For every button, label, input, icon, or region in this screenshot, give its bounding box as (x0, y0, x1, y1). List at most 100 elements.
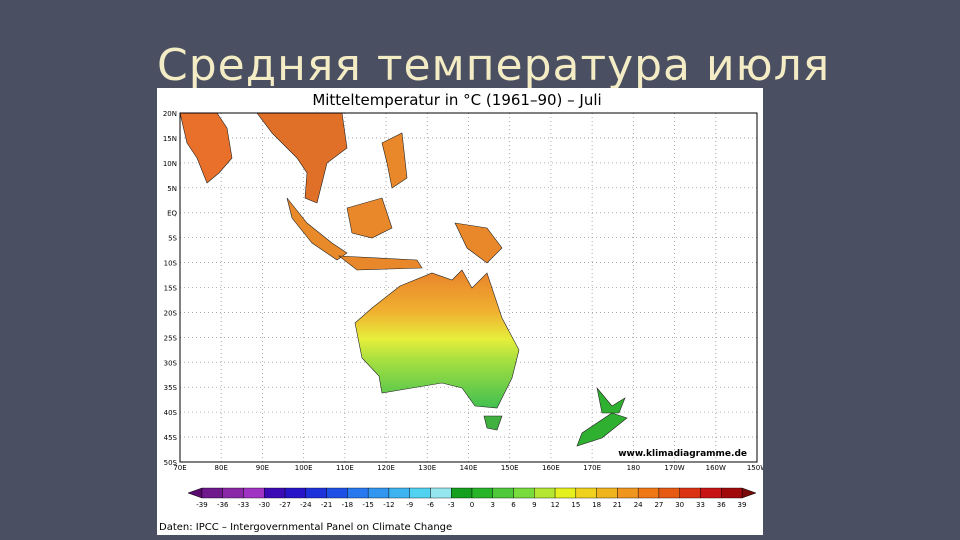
legend-label: 9 (532, 501, 536, 509)
map-panel: Mitteltemperatur in °C (1961–90) – Juli … (157, 88, 763, 535)
legend-label: 27 (654, 501, 663, 509)
borneo (346, 197, 393, 239)
legend-label: 24 (634, 501, 643, 509)
legend-swatch (596, 487, 618, 499)
legend-swatch (347, 487, 369, 499)
java (338, 255, 423, 271)
legend-label: -3 (448, 501, 455, 509)
legend-label: 6 (511, 501, 516, 509)
legend-swatch (409, 487, 431, 499)
legend-swatch (471, 487, 493, 499)
lon-label: 140E (460, 464, 478, 472)
legend-label: 15 (571, 501, 580, 509)
lon-label: 120E (377, 464, 395, 472)
legend-label: -39 (196, 501, 207, 509)
indochina (256, 112, 348, 204)
legend-label: 30 (675, 501, 684, 509)
legend-swatch (658, 487, 680, 499)
legend-swatch (513, 487, 535, 499)
legend-label: -9 (406, 501, 413, 509)
legend-swatch (430, 487, 452, 499)
lon-label: 90E (256, 464, 269, 472)
lon-label: 180 (627, 464, 640, 472)
legend-label: -27 (279, 501, 290, 509)
legend-label: -6 (427, 501, 435, 509)
lon-label: 110E (336, 464, 354, 472)
lat-label: EQ (167, 210, 177, 218)
legend-swatch (264, 487, 286, 499)
legend-swatch (326, 487, 348, 499)
new-guinea (454, 222, 503, 264)
legend-swatch (305, 487, 327, 499)
legend-label: -24 (300, 501, 312, 509)
legend-swatch (575, 487, 597, 499)
tasmania (483, 415, 503, 431)
lon-label: 150W (747, 464, 763, 472)
legend-label: -15 (362, 501, 373, 509)
lon-label: 160W (706, 464, 726, 472)
lat-label: 10N (163, 160, 177, 168)
lon-label: 170E (583, 464, 601, 472)
legend-label: -12 (383, 501, 394, 509)
lat-label: 45S (164, 434, 178, 442)
legend-swatch (222, 487, 244, 499)
legend-swatch (243, 487, 265, 499)
legend-label: 33 (696, 501, 705, 509)
slide-title: Средняя температура июля (157, 40, 831, 91)
source: Daten: IPCC – Intergovernmental Panel on… (159, 522, 452, 533)
legend-swatch (617, 487, 639, 499)
legend-label: 12 (551, 501, 560, 509)
legend-label: 36 (717, 501, 726, 509)
legend-swatch (388, 487, 410, 499)
lat-label: 20S (164, 309, 178, 317)
lon-label: 150E (501, 464, 519, 472)
legend-swatch (700, 487, 722, 499)
philippines (381, 132, 408, 189)
lon-label: 100E (295, 464, 313, 472)
lat-label: 5N (167, 185, 177, 193)
map-title: Mitteltemperatur in °C (1961–90) – Juli (312, 91, 601, 109)
legend-label: -21 (321, 501, 332, 509)
lat-label: 50S (164, 459, 178, 467)
lat-label: 25S (164, 334, 178, 342)
lat-label: 10S (164, 260, 178, 268)
legend-label: -33 (238, 501, 249, 509)
nz-south (576, 412, 628, 447)
land (179, 112, 628, 447)
lon-label: 70E (173, 464, 186, 472)
india (179, 112, 233, 184)
legend-swatch (492, 487, 514, 499)
legend-swatch (284, 487, 307, 499)
lat-label: 30S (164, 359, 178, 367)
legend-label: 18 (592, 501, 601, 509)
lon-label: 80E (215, 464, 228, 472)
lat-label: 15N (163, 135, 177, 143)
watermark: www.klimadiagramme.de (618, 449, 747, 459)
nz-north (596, 387, 626, 414)
legend-swatch (679, 487, 701, 499)
plot-frame (179, 112, 758, 463)
legend-swatch (367, 487, 390, 499)
legend-swatch (451, 487, 473, 499)
australia (354, 269, 520, 409)
lon-label: 170W (664, 464, 684, 472)
lat-label: 20N (163, 110, 177, 118)
legend-swatch (201, 487, 223, 499)
legend-swatch (554, 487, 577, 499)
legend-label: -30 (259, 501, 270, 509)
lon-label: 160E (542, 464, 560, 472)
legend-swatch (721, 487, 743, 499)
legend-label: 21 (613, 501, 622, 509)
legend-label: 39 (738, 501, 747, 509)
lat-label: 15S (164, 285, 178, 293)
legend-label: -36 (217, 501, 229, 509)
legend-label: 3 (491, 501, 495, 509)
lon-label: 130E (418, 464, 436, 472)
legend-swatch (637, 487, 660, 499)
legend-label: 0 (470, 501, 474, 509)
lat-label: 35S (164, 384, 178, 392)
legend-label: -18 (342, 501, 353, 509)
legend-swatch (534, 487, 556, 499)
lat-label: 5S (168, 235, 177, 243)
